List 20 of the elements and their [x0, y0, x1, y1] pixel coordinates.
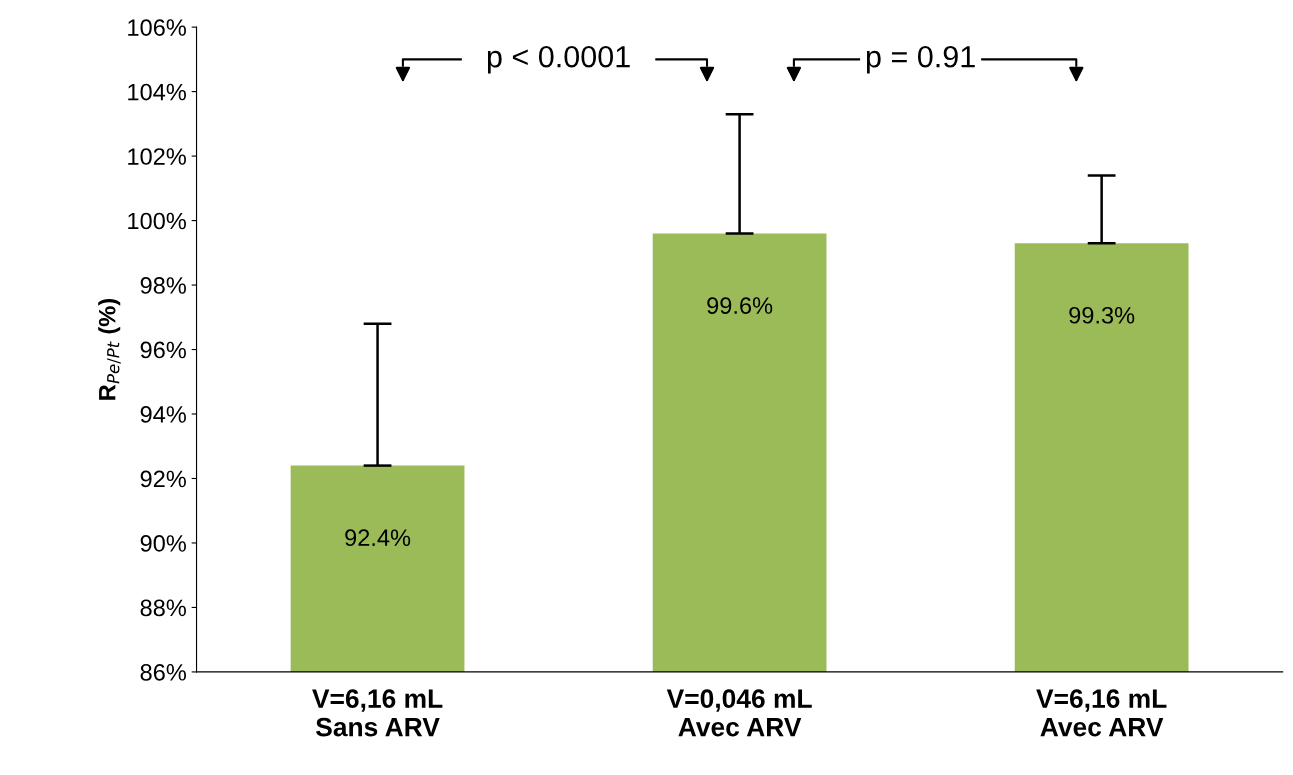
y-tick-label: 88%: [140, 599, 186, 617]
y-tick-label: 104%: [128, 83, 186, 101]
x-tick-label: V=6,16 mL Sans ARV: [312, 689, 443, 737]
data-label: 99.6%: [707, 297, 773, 314]
annotation: p < 0.0001: [487, 45, 630, 74]
y-axis-title: R$_{Pe/Pt}$ (%): [98, 299, 121, 400]
y-tick-label: 92%: [140, 470, 186, 488]
data-label: 92.4%: [345, 529, 411, 547]
x-tick-label: V=0,046 mL Avec ARV: [666, 689, 812, 737]
y-tick-label: 96%: [140, 341, 186, 359]
y-tick-label: 102%: [128, 148, 186, 165]
y-tick-label: 98%: [140, 277, 186, 294]
x-tick-label: V=6,16 mL Avec ARV: [1036, 689, 1167, 737]
data-label: 99.3%: [1069, 306, 1135, 324]
y-tick-label: 94%: [140, 406, 186, 423]
y-tick-label: 90%: [140, 535, 186, 552]
y-tick-label: 106%: [128, 19, 186, 36]
annotation: p = 0.91: [866, 45, 975, 74]
y-tick-label: 86%: [140, 663, 186, 681]
y-tick-label: 100%: [128, 212, 186, 230]
